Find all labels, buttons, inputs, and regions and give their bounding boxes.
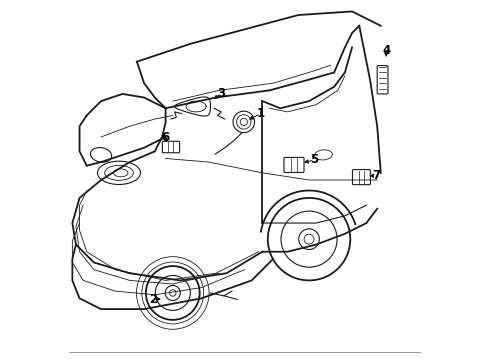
Text: 5: 5 — [310, 153, 318, 166]
Text: 1: 1 — [256, 107, 264, 120]
Text: 7: 7 — [372, 169, 380, 182]
Text: 2: 2 — [149, 293, 157, 306]
Text: 6: 6 — [161, 131, 169, 144]
Text: 3: 3 — [217, 87, 225, 100]
Text: 4: 4 — [381, 44, 389, 57]
